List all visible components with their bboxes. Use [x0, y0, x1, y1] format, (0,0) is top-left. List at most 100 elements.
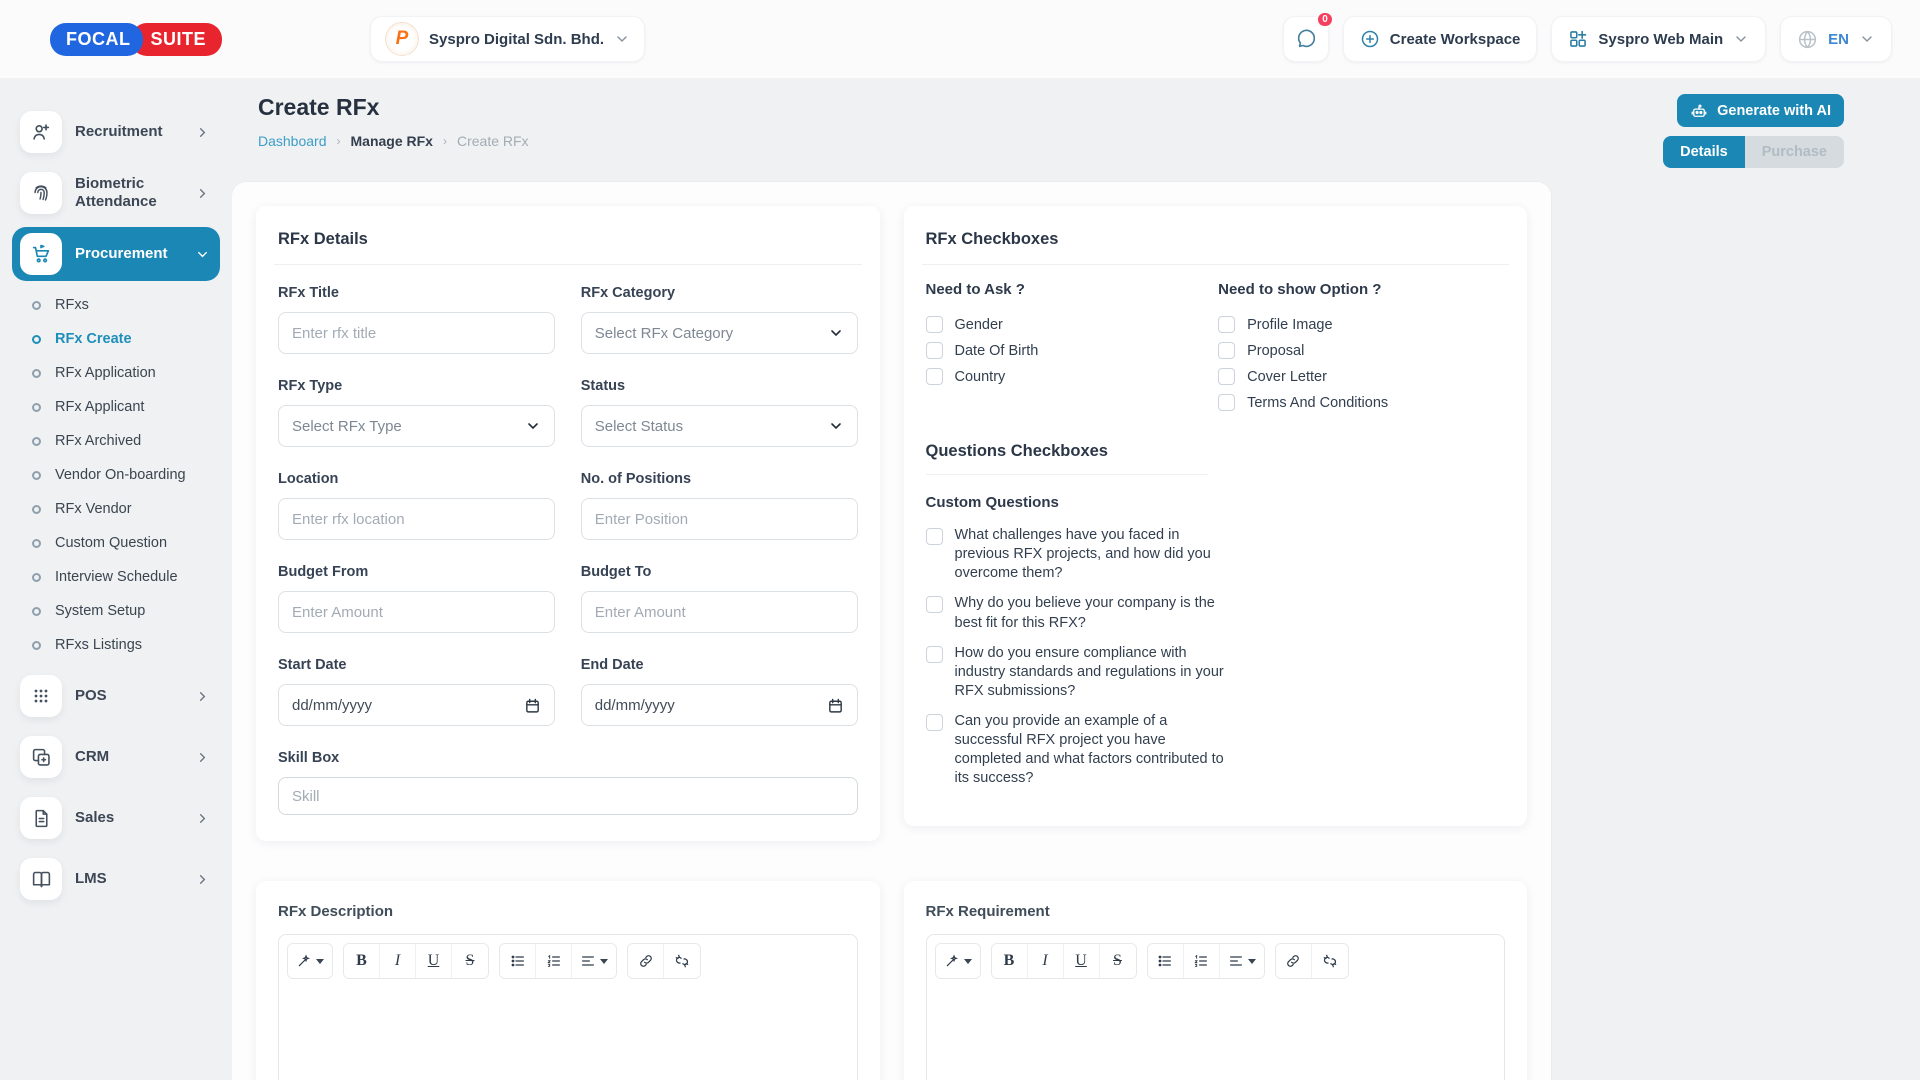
sidebar-item-label: POS [75, 687, 107, 704]
italic-button[interactable]: I [1027, 944, 1064, 978]
generate-with-ai-button[interactable]: Generate with AI [1677, 94, 1844, 127]
positions-input[interactable] [580, 498, 858, 540]
sidebar-subitem-vendor-onboarding[interactable]: Vendor On-boarding [0, 458, 232, 492]
checkbox-custom-question-2[interactable]: Why do you believe your company is the b… [925, 594, 1231, 632]
sidebar-item-lms[interactable]: LMS [12, 852, 220, 906]
checkbox-icon [1218, 342, 1236, 359]
checkbox-terms-and-conditions[interactable]: Terms And Conditions [1218, 394, 1505, 411]
checkbox-icon [1218, 394, 1236, 411]
sidebar-subitem-rfx-vendor[interactable]: RFx Vendor [0, 492, 232, 526]
checkbox-custom-question-4[interactable]: Can you provide an example of a successf… [925, 712, 1231, 789]
status-select[interactable]: Select Status [580, 405, 858, 447]
align-button[interactable] [1219, 944, 1264, 978]
breadcrumb-dashboard[interactable]: Dashboard [258, 133, 327, 149]
end-date-input[interactable]: dd/mm/yyyy [580, 684, 858, 726]
checkbox-proposal[interactable]: Proposal [1218, 342, 1505, 359]
underline-button[interactable]: U [416, 944, 452, 978]
bold-button[interactable]: B [991, 944, 1028, 978]
rfx-type-select[interactable]: Select RFx Type [278, 405, 555, 447]
date-value: dd/mm/yyyy [594, 696, 675, 714]
breadcrumb-create-rfx: Create RFx [456, 133, 529, 149]
sidebar-subitem-rfx-application[interactable]: RFx Application [0, 356, 232, 390]
checkbox-profile-image[interactable]: Profile Image [1218, 316, 1505, 333]
sidebar: Recruitment Biometric Attendance Procure… [0, 78, 232, 1080]
location-input[interactable] [278, 498, 555, 540]
sidebar-subitem-custom-question[interactable]: Custom Question [0, 526, 232, 560]
workspace-selector[interactable]: Syspro Web Main [1551, 16, 1767, 62]
subitem-label: RFx Vendor [55, 501, 132, 517]
format-brush-button[interactable] [935, 944, 980, 978]
unlink-button[interactable] [1311, 944, 1348, 978]
language-selector[interactable]: EN [1780, 16, 1892, 62]
sidebar-item-sales[interactable]: Sales [12, 791, 220, 845]
sidebar-collapse-button[interactable] [232, 134, 246, 160]
subitem-label: RFx Create [55, 331, 132, 347]
chat-button[interactable]: 0 [1282, 11, 1334, 62]
align-button[interactable] [572, 944, 616, 978]
sidebar-item-label: Recruitment [75, 123, 163, 140]
sidebar-item-biometric-attendance[interactable]: Biometric Attendance [12, 166, 220, 220]
subitem-label: RFx Applicant [55, 399, 145, 415]
sidebar-subitem-rfxs[interactable]: RFxs [0, 288, 232, 322]
sidebar-item-crm[interactable]: CRM [12, 730, 220, 784]
checkbox-icon [925, 714, 943, 731]
bullet-list-button[interactable] [500, 944, 536, 978]
bold-button[interactable]: B [344, 944, 380, 978]
cart-icon [20, 233, 62, 275]
rfx-details-card: RFx Details RFx Title RFx Category Selec… [256, 206, 880, 841]
rfx-title-input[interactable] [278, 312, 555, 354]
subitem-label: RFxs Listings [55, 637, 143, 653]
bullet-list-button[interactable] [1147, 944, 1184, 978]
chevron-right-icon [195, 186, 210, 201]
page-header-actions: Generate with AI Details Purchase [1663, 94, 1844, 168]
ordered-list-button[interactable] [1183, 944, 1220, 978]
unlink-button[interactable] [664, 944, 700, 978]
underline-button[interactable]: U [1063, 944, 1100, 978]
link-button[interactable] [628, 944, 664, 978]
rfx-description-editor[interactable]: B I U S [278, 934, 858, 1080]
field-rfx-type: RFx Type Select RFx Type [278, 378, 555, 447]
breadcrumb-separator-icon: › [336, 134, 341, 148]
checkbox-date-of-birth[interactable]: Date Of Birth [925, 342, 1219, 359]
sidebar-subitem-interview-schedule[interactable]: Interview Schedule [0, 560, 232, 594]
checkbox-country[interactable]: Country [925, 368, 1219, 385]
strikethrough-button[interactable]: S [452, 944, 488, 978]
select-value: Select RFx Type [292, 417, 402, 435]
checkbox-custom-question-1[interactable]: What challenges have you faced in previo… [925, 526, 1231, 583]
sidebar-subitem-system-setup[interactable]: System Setup [0, 594, 232, 628]
rfx-category-select[interactable]: Select RFx Category [580, 312, 858, 354]
field-label: Start Date [278, 657, 347, 673]
create-workspace-button[interactable]: Create Workspace [1342, 16, 1538, 62]
tab-details[interactable]: Details [1663, 136, 1745, 168]
sidebar-subitem-rfx-archived[interactable]: RFx Archived [0, 424, 232, 458]
checkbox-custom-question-3[interactable]: How do you ensure compliance with indust… [925, 644, 1231, 701]
checkbox-cover-letter[interactable]: Cover Letter [1218, 368, 1505, 385]
format-brush-button[interactable] [288, 944, 332, 978]
skill-input[interactable] [278, 777, 858, 815]
budget-to-input[interactable] [580, 591, 858, 633]
rfx-requirement-editor[interactable]: B I U S [925, 934, 1505, 1080]
sidebar-subitem-rfxs-listings[interactable]: RFxs Listings [0, 628, 232, 662]
sidebar-item-procurement[interactable]: Procurement [12, 227, 220, 281]
start-date-input[interactable]: dd/mm/yyyy [278, 684, 555, 726]
questions-checkboxes-section: Questions Checkboxes Custom Questions Wh… [922, 442, 1510, 789]
ordered-list-button[interactable] [536, 944, 572, 978]
checkbox-label: Terms And Conditions [1247, 394, 1389, 411]
checkbox-label: Date Of Birth [954, 342, 1039, 359]
breadcrumb-manage-rfx[interactable]: Manage RFx [350, 133, 433, 149]
chevron-down-icon [1733, 31, 1749, 47]
checkbox-gender[interactable]: Gender [925, 316, 1219, 333]
budget-from-input[interactable] [278, 591, 555, 633]
italic-button[interactable]: I [380, 944, 416, 978]
sidebar-item-pos[interactable]: POS [12, 669, 220, 723]
link-button[interactable] [1275, 944, 1312, 978]
sidebar-item-recruitment[interactable]: Recruitment [12, 105, 220, 159]
company-selector[interactable]: P Syspro Digital Sdn. Bhd. [370, 16, 646, 62]
sidebar-item-label: CRM [75, 748, 110, 765]
tab-purchase[interactable]: Purchase [1744, 136, 1844, 168]
strikethrough-button[interactable]: S [1099, 944, 1136, 978]
sidebar-subitem-rfx-create[interactable]: RFx Create [0, 322, 232, 356]
generate-with-ai-label: Generate with AI [1717, 102, 1831, 119]
sidebar-subitem-rfx-applicant[interactable]: RFx Applicant [0, 390, 232, 424]
checkbox-label: Country [954, 368, 1006, 385]
